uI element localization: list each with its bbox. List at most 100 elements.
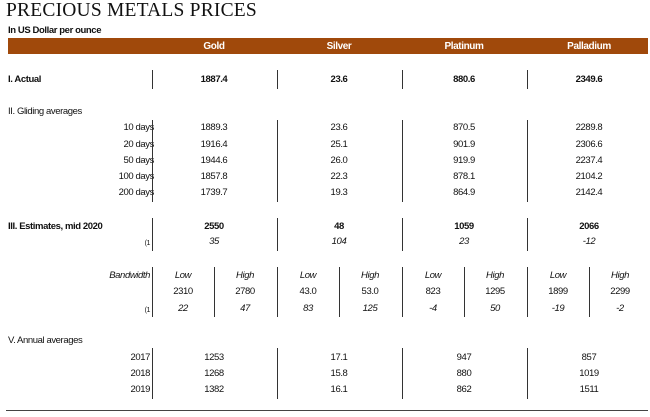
gliding-value: 2306.6 — [575, 139, 603, 150]
estimate-change: 35 — [209, 236, 219, 247]
column-divider — [277, 348, 278, 399]
gliding-value: 2289.8 — [575, 122, 603, 133]
bandwidth-label: Bandwidth — [109, 270, 150, 281]
header-silver: Silver — [326, 41, 352, 52]
column-divider — [152, 267, 153, 317]
gliding-value: 878.1 — [453, 171, 475, 182]
header-palladium: Palladium — [567, 41, 611, 52]
gliding-value: 864.9 — [453, 187, 475, 198]
bandwidth-low-label: Low — [174, 270, 192, 281]
bandwidth-change: 125 — [362, 303, 378, 314]
header-gold: Gold — [203, 41, 225, 52]
bandwidth-value: 1899 — [548, 286, 568, 297]
gliding-value: 901.9 — [453, 139, 475, 150]
estimate-change: 104 — [331, 236, 347, 247]
estimate-change: 23 — [459, 236, 469, 247]
bandwidth-change: -2 — [616, 303, 624, 314]
bandwidth-value: 53.0 — [361, 286, 379, 297]
bandwidth-value: 43.0 — [299, 286, 317, 297]
annual-value: 1268 — [204, 368, 224, 379]
column-divider — [277, 218, 278, 251]
annual-value: 947 — [456, 352, 472, 363]
gliding-value: 22.3 — [330, 171, 348, 182]
bandwidth-change: -4 — [429, 303, 437, 314]
bandwidth-change: 22 — [178, 303, 188, 314]
column-divider — [464, 267, 465, 317]
column-divider — [527, 70, 528, 89]
column-divider — [402, 218, 403, 251]
column-divider — [402, 70, 403, 89]
estimate-silver: 48 — [334, 221, 344, 232]
column-divider — [402, 348, 403, 399]
bandwidth-high-label: High — [486, 270, 504, 281]
actual-palladium: 2349.6 — [575, 74, 603, 85]
gliding-value: 1739.7 — [200, 187, 228, 198]
gliding-period: 50 days — [123, 155, 155, 166]
annual-value: 16.1 — [330, 384, 348, 395]
estimate-palladium: 2066 — [579, 221, 599, 232]
annual-value: 1382 — [204, 384, 224, 395]
actual-gold: 1887.4 — [200, 74, 228, 85]
gliding-period: 200 days — [118, 187, 155, 198]
bandwidth-high-label: High — [236, 270, 254, 281]
gliding-value: 2142.4 — [575, 187, 603, 198]
column-divider — [152, 348, 153, 399]
bandwidth-change: 50 — [490, 303, 500, 314]
column-divider — [152, 218, 153, 251]
page-title: PRECIOUS METALS PRICES — [6, 0, 257, 21]
unit-label: In US Dollar per ounce — [8, 25, 102, 36]
actual-silver: 23.6 — [330, 74, 348, 85]
gliding-value: 1916.4 — [200, 139, 228, 150]
annual-value: 880 — [456, 368, 472, 379]
bandwidth-value: 2310 — [173, 286, 193, 297]
column-divider — [152, 70, 153, 89]
annual-value: 17.1 — [330, 352, 348, 363]
annual-value: 1019 — [579, 368, 599, 379]
footnote-marker: (1 — [144, 307, 151, 314]
bandwidth-value: 2780 — [235, 286, 255, 297]
column-divider — [277, 267, 278, 317]
annual-year: 2017 — [130, 352, 150, 363]
annual-label: V. Annual averages — [8, 335, 83, 346]
column-divider — [589, 267, 590, 317]
bandwidth-change: 47 — [240, 303, 250, 314]
estimate-change: -12 — [582, 236, 596, 247]
bandwidth-low-label: Low — [299, 270, 317, 281]
column-divider — [277, 70, 278, 89]
column-divider — [402, 120, 403, 202]
gliding-period: 10 days — [123, 122, 155, 133]
header-band — [8, 38, 648, 54]
gliding-value: 25.1 — [330, 139, 348, 150]
gliding-period: 100 days — [118, 171, 155, 182]
column-divider — [277, 120, 278, 202]
bandwidth-high-label: High — [361, 270, 379, 281]
column-divider — [527, 218, 528, 251]
bandwidth-value: 2299 — [610, 286, 630, 297]
bandwidth-high-label: High — [611, 270, 629, 281]
column-divider — [527, 348, 528, 399]
column-divider — [527, 267, 528, 317]
bandwidth-value: 823 — [425, 286, 441, 297]
bandwidth-value: 1295 — [485, 286, 505, 297]
annual-value: 857 — [581, 352, 597, 363]
gliding-value: 2237.4 — [575, 155, 603, 166]
bandwidth-low-label: Low — [424, 270, 442, 281]
gliding-value: 23.6 — [330, 122, 348, 133]
gliding-label: II. Gliding averages — [8, 106, 82, 117]
column-divider — [152, 120, 153, 202]
annual-year: 2019 — [130, 384, 150, 395]
bandwidth-change: -19 — [551, 303, 565, 314]
actual-label: I. Actual — [8, 74, 41, 85]
gliding-value: 26.0 — [330, 155, 348, 166]
annual-value: 862 — [456, 384, 472, 395]
gliding-value: 1944.6 — [200, 155, 228, 166]
estimates-label: III. Estimates, mid 2020 — [8, 221, 103, 232]
gliding-value: 1857.8 — [200, 171, 228, 182]
column-divider — [339, 267, 340, 317]
header-platinum: Platinum — [444, 41, 484, 52]
gliding-value: 919.9 — [453, 155, 475, 166]
annual-year: 2018 — [130, 368, 150, 379]
gliding-value: 19.3 — [330, 187, 348, 198]
column-divider — [527, 120, 528, 202]
footnote-marker: (1 — [144, 240, 151, 247]
